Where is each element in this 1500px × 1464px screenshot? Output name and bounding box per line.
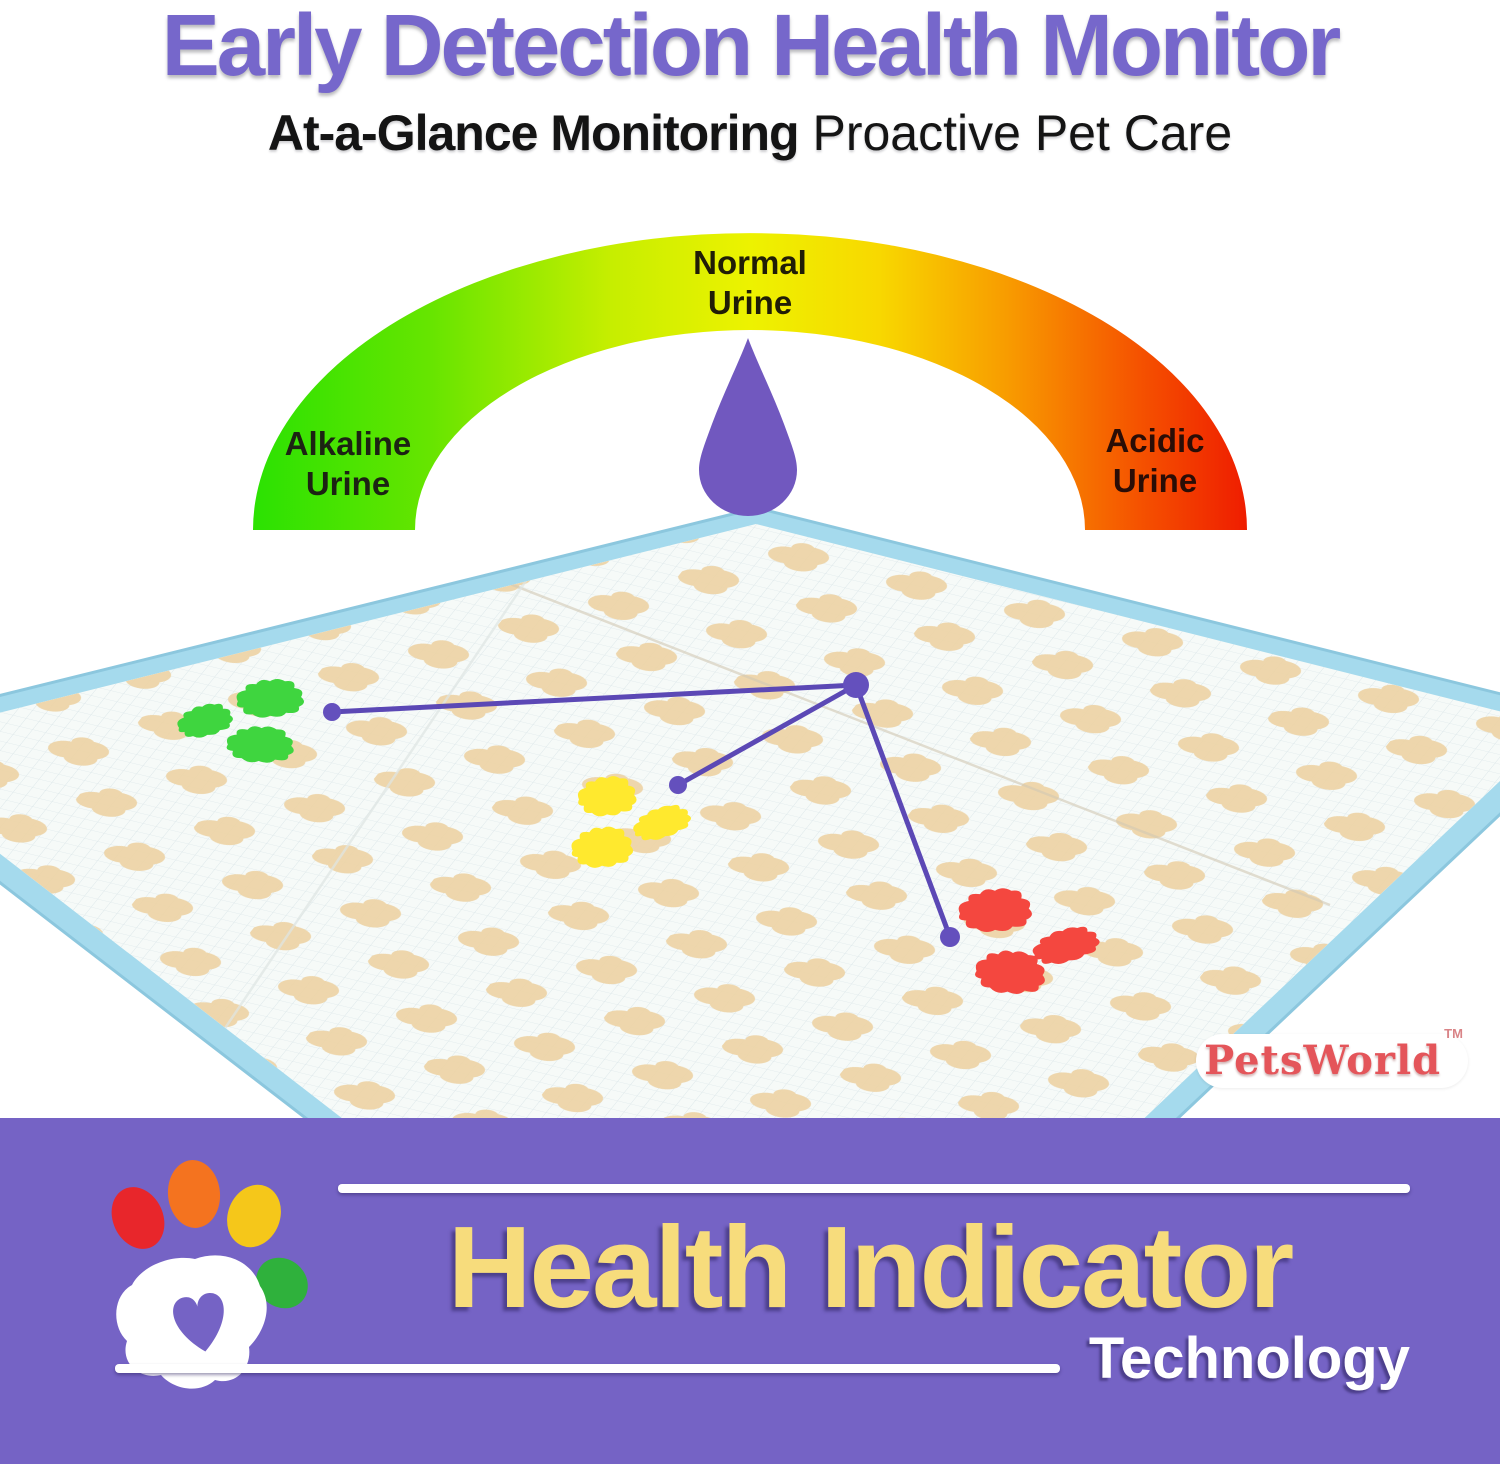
bottom-banner: Health Indicator Technology xyxy=(0,1118,1500,1464)
banner-subtitle: Technology xyxy=(1088,1326,1410,1391)
banner-divider-bottom xyxy=(115,1364,1060,1373)
banner-divider-top xyxy=(338,1184,1410,1193)
trademark-symbol: TM xyxy=(1444,1026,1463,1041)
paw-toe-orange xyxy=(167,1160,221,1228)
callout-connectors xyxy=(329,682,953,940)
paw-heart-icon xyxy=(111,1160,308,1389)
heart-icon xyxy=(173,1292,224,1352)
paw-toe-yellow xyxy=(227,1184,281,1248)
page-title: Early Detection Health Monitor xyxy=(161,0,1342,94)
paw-toe-red xyxy=(111,1187,165,1249)
urine-drop-pointer xyxy=(699,338,797,516)
pad-crease xyxy=(499,578,1331,907)
pee-pad xyxy=(0,506,1500,1464)
banner-title: Health Indicator xyxy=(447,1202,1295,1332)
gauge-label-normal: Normal Urine xyxy=(693,244,807,322)
gauge-label-alkaline: Alkaline Urine xyxy=(284,425,412,503)
brand-logo: PetsWorldTM xyxy=(1196,1026,1468,1088)
pad-crease xyxy=(168,559,542,1111)
subtitle-bold: At-a-Glance Monitoring xyxy=(267,105,800,161)
gauge-label-acidic: Acidic Urine xyxy=(1105,422,1205,500)
ph-gauge-arc xyxy=(253,233,1247,530)
page-subtitle: At-a-Glance Monitoring Proactive Pet Car… xyxy=(0,106,1500,161)
callout-dots xyxy=(323,672,960,947)
brand-name: PetsWorldTM xyxy=(1204,1026,1463,1084)
subtitle-rest: Proactive Pet Care xyxy=(798,105,1233,161)
paw-toe-green xyxy=(256,1257,308,1309)
